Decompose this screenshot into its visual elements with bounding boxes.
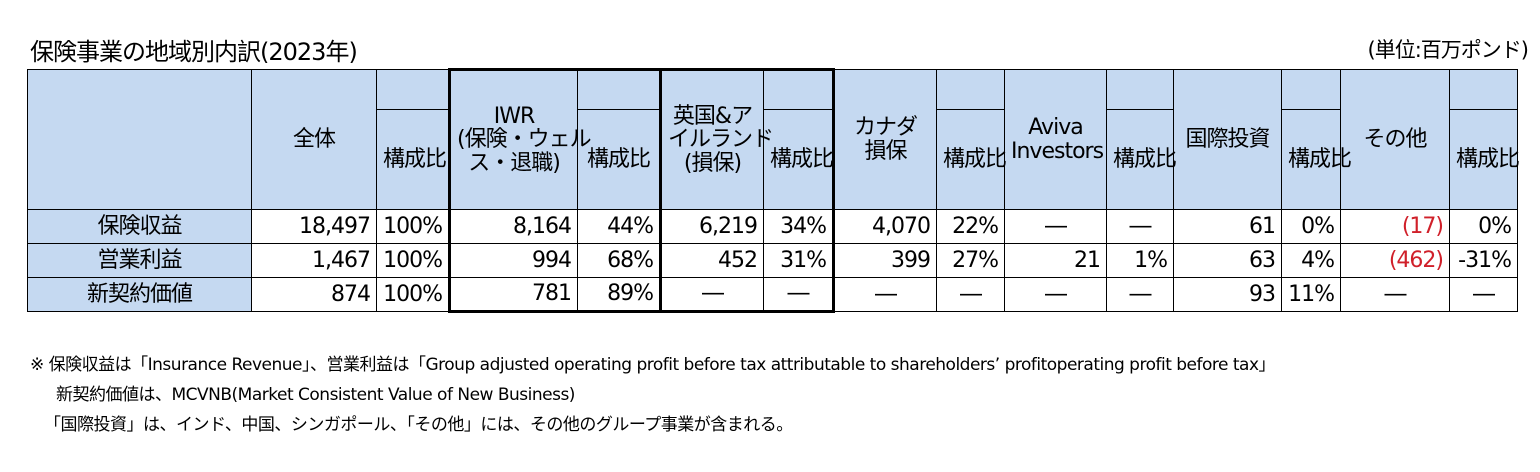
header-other-ratio-top [1449, 69, 1518, 110]
total-value: 874 [251, 277, 377, 312]
header-uk-line3: (損保) [683, 150, 742, 176]
intl-value: 61 [1173, 209, 1282, 244]
header-intl: 国際投資 [1173, 69, 1282, 210]
intl-value: 63 [1173, 243, 1282, 278]
canada-ratio: ― [936, 277, 1005, 312]
footnote-1: ※ 保険収益は「Insurance Revenue」、営業利益は「Group a… [30, 355, 1276, 375]
header-intl-ratio-top [1281, 69, 1341, 110]
uk-value: ― [660, 277, 764, 313]
iwr-ratio: 44% [577, 209, 662, 244]
canada-value: ― [833, 277, 937, 312]
other-ratio: 0% [1449, 209, 1518, 244]
uk-ratio: ― [763, 277, 835, 313]
iwr-value: 781 [448, 277, 578, 313]
total-ratio: 100% [376, 243, 450, 278]
uk-ratio: 31% [763, 243, 835, 278]
aviva-ratio: ― [1106, 277, 1174, 312]
header-total-label: 全体 [292, 126, 336, 152]
iwr-value: 8,164 [448, 209, 578, 244]
ratio-label: 構成比 [943, 146, 1007, 172]
header-iwr-line1: IWR [493, 104, 536, 130]
table-title: 保険事業の地域別内訳(2023年) [30, 38, 358, 66]
iwr-ratio: 68% [577, 243, 662, 278]
header-ratio-iwr: 構成比 [577, 109, 662, 210]
aviva-value: ― [1004, 209, 1107, 244]
table-row: 保険収益 18,497 100% 8,164 44% 6,219 34% 4,0… [27, 209, 1518, 244]
header-ratio-total: 構成比 [376, 109, 450, 210]
ratio-label: 構成比 [1288, 146, 1352, 172]
total-ratio: 100% [376, 277, 450, 312]
header-total: 全体 [251, 69, 377, 210]
intl-ratio: 4% [1281, 243, 1341, 278]
iwr-value: 994 [448, 243, 578, 278]
header-iwr: IWR (保険・ウェル ス・退職) [448, 68, 592, 210]
aviva-value: ― [1004, 277, 1107, 312]
other-value: (17) [1340, 209, 1450, 244]
header-iwr-line3: ス・退職) [468, 150, 561, 176]
footnote-3: 「国際投資」は、インド、中国、シンガポール、「その他」には、その他のグループ事業… [44, 415, 793, 435]
header-corner [27, 69, 252, 210]
iwr-ratio: 89% [577, 277, 662, 313]
unit-label: (単位:百万ポンド) [1367, 38, 1529, 62]
header-ratio-canada: 構成比 [936, 109, 1007, 210]
header-canada-ratio-top [936, 69, 1005, 110]
header-other-label: その他 [1363, 126, 1427, 152]
header-aviva-line1: Aviva [1028, 115, 1083, 141]
ratio-label: 構成比 [770, 146, 834, 172]
header-uk-ratio-top [763, 68, 835, 110]
header-ratio-intl: 構成比 [1281, 109, 1352, 210]
header-ratio-uk: 構成比 [763, 109, 835, 210]
table-row: 営業利益 1,467 100% 994 68% 452 31% 399 27% … [27, 243, 1518, 278]
footnotes: ※ 保険収益は「Insurance Revenue」、営業利益は「Group a… [30, 350, 1276, 440]
footnote-2: 新契約価値は、MCVNB(Market Consistent Value of … [56, 385, 575, 405]
header-iwr-ratio-top [577, 68, 662, 110]
header-canada: カナダ 損保 [833, 69, 937, 210]
header-uk-line1: 英国&ア [672, 104, 753, 130]
row-label: 保険収益 [27, 209, 252, 244]
header-intl-label: 国際投資 [1185, 126, 1270, 152]
canada-ratio: 22% [936, 209, 1005, 244]
total-value: 18,497 [251, 209, 377, 244]
header-iwr-line2: (保険・ウェル [457, 127, 592, 153]
header-aviva: Aviva Investors [1004, 69, 1107, 210]
header-canada-line2: 損保 [864, 138, 907, 164]
total-ratio: 100% [376, 209, 450, 244]
aviva-ratio: 1% [1106, 243, 1174, 278]
header-canada-line1: カナダ [853, 115, 918, 141]
header-total-ratio-top [376, 69, 450, 110]
intl-ratio: 11% [1281, 277, 1341, 312]
intl-value: 93 [1173, 277, 1282, 312]
aviva-value: 21 [1004, 243, 1107, 278]
canada-ratio: 27% [936, 243, 1005, 278]
header-aviva-ratio-top [1106, 69, 1174, 110]
total-value: 1,467 [251, 243, 377, 278]
uk-value: 6,219 [660, 209, 764, 244]
row-label: 営業利益 [27, 243, 252, 278]
other-value: (462) [1340, 243, 1450, 278]
header-other: その他 [1340, 69, 1450, 210]
canada-value: 4,070 [833, 209, 937, 244]
uk-ratio: 34% [763, 209, 835, 244]
aviva-ratio: ― [1106, 209, 1174, 244]
canada-value: 399 [833, 243, 937, 278]
header-ratio-aviva: 構成比 [1106, 109, 1177, 210]
row-label: 新契約価値 [27, 277, 252, 312]
other-value: ― [1340, 277, 1450, 312]
other-ratio: ― [1449, 277, 1518, 312]
ratio-label: 構成比 [383, 146, 447, 172]
ratio-label: 構成比 [1113, 146, 1177, 172]
intl-ratio: 0% [1281, 209, 1341, 244]
header-ratio-other: 構成比 [1449, 109, 1520, 210]
header-aviva-line2: Investors [1011, 138, 1104, 164]
table-row: 新契約価値 874 100% 781 89% ― ― ― ― ― ― 93 11… [27, 277, 1518, 313]
uk-value: 452 [660, 243, 764, 278]
header-uk-line2: イルランド [668, 127, 774, 153]
ratio-label: 構成比 [1456, 146, 1520, 172]
header-uk: 英国&ア イルランド (損保) [660, 68, 774, 210]
ratio-label: 構成比 [586, 146, 651, 172]
other-ratio: -31% [1449, 243, 1518, 278]
regional-breakdown-table: 全体 IWR (保険・ウェル ス・退職) 英国&ア イルランド (損保) カナダ… [27, 68, 1520, 313]
